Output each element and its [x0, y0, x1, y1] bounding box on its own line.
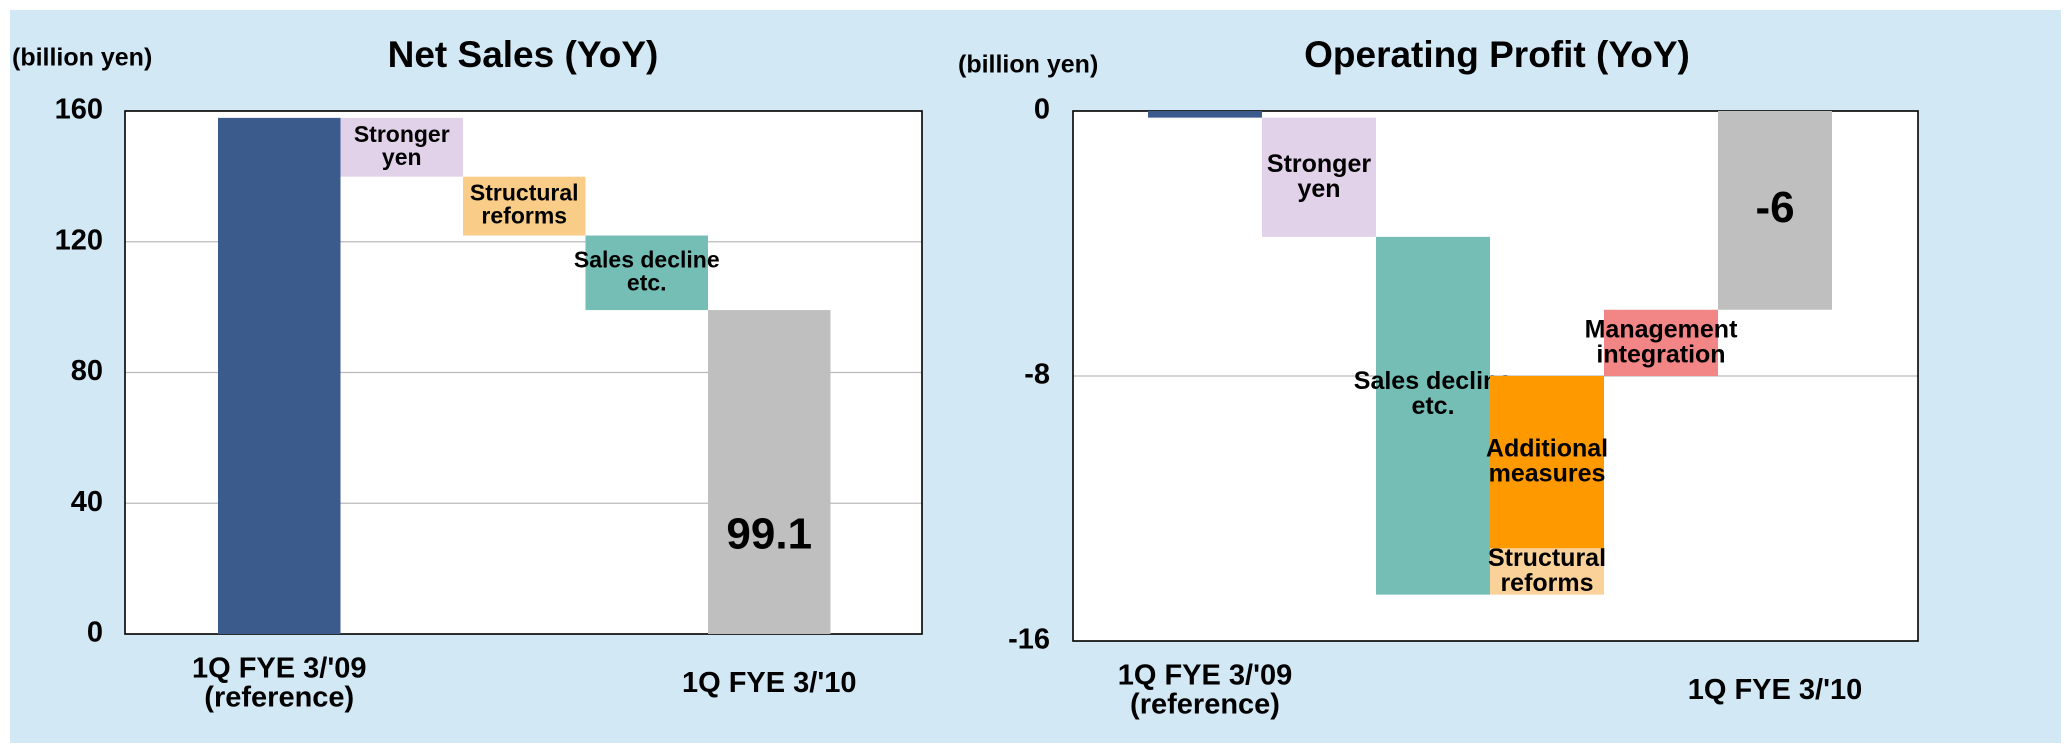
chart-title: Net Sales (YoY) — [388, 34, 659, 75]
y-tick-label: 160 — [55, 94, 103, 126]
bar — [708, 310, 831, 634]
bar — [1262, 117, 1376, 237]
value-label: 99.1 — [726, 509, 812, 558]
bar — [463, 176, 586, 236]
bar — [218, 117, 341, 634]
bar-label: Management integration — [1585, 315, 1738, 368]
bar — [1490, 548, 1604, 595]
bar — [1148, 111, 1262, 118]
bar — [340, 117, 463, 177]
bar-label: Additional measures — [1486, 434, 1608, 487]
y-axis-label: (billion yen) — [12, 44, 152, 72]
y-tick-label: 0 — [1034, 94, 1050, 126]
chart-title: Operating Profit (YoY) — [1304, 34, 1690, 75]
bar — [1490, 376, 1604, 549]
bar-label: Stronger yen — [354, 121, 450, 170]
y-tick-label: -8 — [1024, 359, 1050, 391]
bar-label: Stronger yen — [1267, 149, 1371, 202]
y-tick-label: 120 — [55, 224, 103, 256]
x-tick-label: 1Q FYE 3/'09 (reference) — [1118, 659, 1293, 720]
y-tick-label: -16 — [1008, 624, 1050, 656]
x-tick-label: 1Q FYE 3/'09 (reference) — [192, 652, 367, 713]
plot-border — [1072, 110, 1919, 642]
bar-label: Structural reforms — [470, 180, 579, 229]
y-tick-label: 80 — [71, 355, 103, 387]
plot-border — [124, 110, 923, 635]
y-tick-label: 40 — [71, 486, 103, 518]
y-axis-label: (billion yen) — [958, 51, 1098, 79]
x-tick-label: 1Q FYE 3/'10 — [1688, 674, 1863, 706]
bar-label: Sales decline etc. — [574, 246, 720, 295]
y-tick-label: 0 — [87, 617, 103, 649]
bar — [1376, 236, 1490, 595]
bar — [585, 235, 708, 311]
x-tick-label: 1Q FYE 3/'10 — [682, 667, 857, 699]
bar-label: Structural reforms — [1488, 544, 1606, 597]
value-label: -6 — [1755, 183, 1794, 232]
bar-label: Sales decline etc. — [1354, 366, 1513, 419]
bar — [1604, 309, 1718, 376]
bar — [1718, 111, 1832, 310]
